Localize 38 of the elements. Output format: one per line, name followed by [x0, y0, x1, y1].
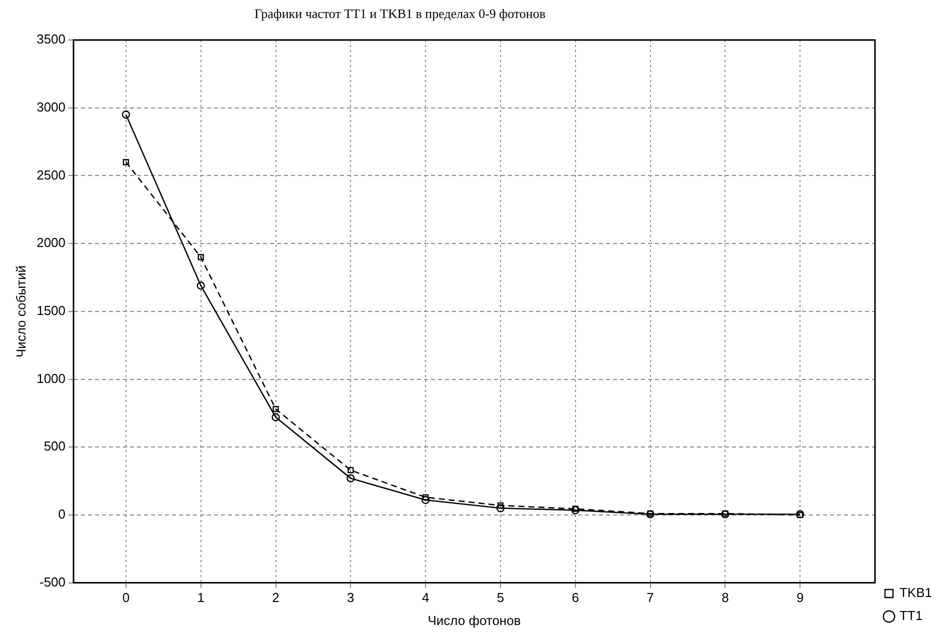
point [572, 506, 578, 512]
y-tick-label: 1500 [36, 302, 66, 318]
point [198, 254, 204, 260]
point [196, 282, 205, 290]
y-tick-label: -500 [39, 574, 66, 590]
y-tick-label: 2500 [36, 167, 66, 182]
y-tick-label: 0 [58, 506, 66, 522]
y-tick-label: 500 [44, 438, 66, 454]
chart-title: Графики частот TT1 и TKB1 в пределах 0-9 фотонов [253, 6, 547, 22]
point [421, 496, 430, 504]
point [122, 159, 130, 166]
x-tick-label: 4 [422, 590, 430, 606]
y-tick-label: 3500 [36, 32, 66, 47]
legend-label: TT1 [899, 608, 923, 624]
x-tick-label: 6 [572, 590, 579, 606]
x-tick-label: 1 [197, 590, 204, 606]
point [272, 406, 279, 412]
point [422, 494, 429, 500]
point [122, 110, 130, 119]
y-tick-label: 2000 [36, 235, 66, 250]
point [571, 506, 580, 514]
y-tick-label: 1000 [36, 370, 66, 386]
point [497, 502, 504, 509]
x-axis-title: Число фотонов [428, 612, 521, 628]
x-tick-label: 3 [347, 590, 354, 606]
point [348, 467, 354, 474]
y-axis-title: Число событий [13, 265, 28, 358]
x-tick-label: 5 [496, 590, 504, 606]
point [272, 413, 280, 422]
point [496, 504, 505, 512]
x-tick-label: 7 [646, 590, 654, 606]
x-tick-label: 2 [272, 590, 280, 606]
x-tick-label: 0 [122, 590, 130, 606]
point [346, 474, 355, 482]
x-tick-label: 9 [796, 590, 804, 606]
y-tick-label: 3000 [36, 99, 66, 114]
x-tick-label: 8 [722, 590, 729, 606]
legend-label: TKB1 [899, 585, 932, 600]
